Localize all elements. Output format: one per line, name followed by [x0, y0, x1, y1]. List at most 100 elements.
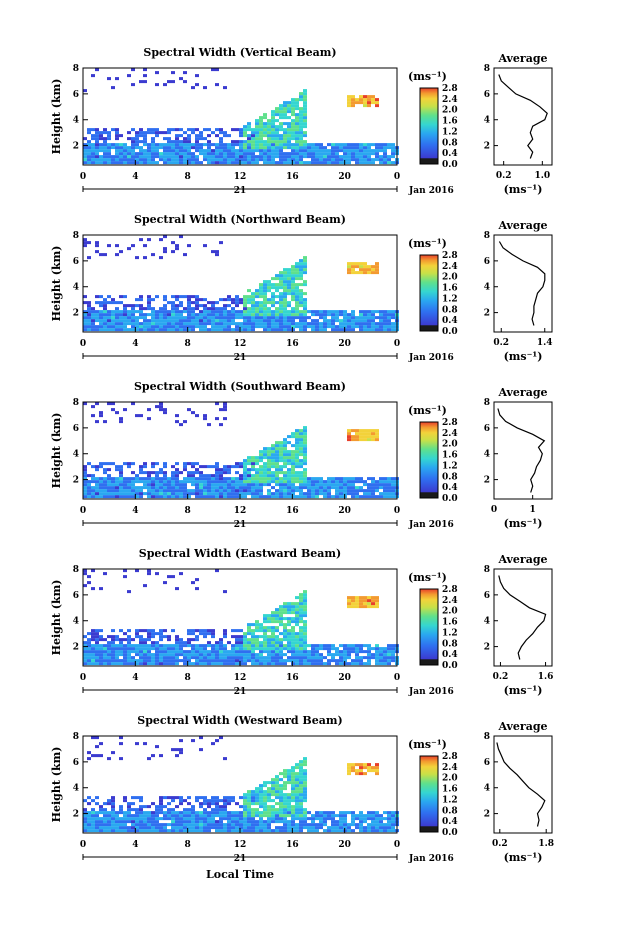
heatmap-cell	[195, 325, 199, 329]
heatmap-cell	[199, 829, 203, 833]
heatmap-cell	[263, 468, 267, 472]
heatmap-cell	[283, 605, 287, 609]
heatmap-cell	[275, 307, 279, 311]
colorbar-tick-label: 0.8	[442, 138, 458, 148]
heatmap-cell	[191, 155, 195, 159]
heatmap-cell	[203, 486, 207, 490]
heatmap-cell	[223, 805, 227, 809]
heatmap-cell	[207, 423, 211, 427]
heatmap-cell	[95, 495, 99, 499]
heatmap-cell	[111, 817, 115, 821]
heatmap-cell	[91, 307, 95, 311]
heatmap-cell	[279, 605, 283, 609]
heatmap-cell	[331, 656, 335, 660]
heatmap-cell	[199, 495, 203, 499]
heatmap-cell	[391, 644, 395, 648]
heatmap-cell	[275, 149, 279, 153]
heatmap-cell	[123, 483, 127, 487]
heatmap-cell	[271, 122, 275, 126]
heatmap-cell	[255, 823, 259, 827]
heatmap-cell	[171, 817, 175, 821]
heatmap-cell	[155, 325, 159, 329]
heatmap-cell	[295, 155, 299, 159]
heatmap-cell	[299, 98, 303, 102]
heatmap-cell	[131, 152, 135, 156]
heatmap-cell	[303, 635, 307, 639]
avg-x-tick-label: 1.6	[538, 672, 554, 682]
heatmap-cell	[291, 790, 295, 794]
heatmap-cell	[271, 647, 275, 651]
heatmap-cell	[159, 146, 163, 150]
heatmap-cell	[263, 149, 267, 153]
heatmap-cell	[247, 310, 251, 314]
heatmap-cell	[151, 820, 155, 824]
heatmap-cell	[95, 802, 99, 806]
heatmap-cell	[363, 104, 367, 108]
heatmap-cell	[203, 814, 207, 818]
heatmap-cell	[147, 489, 151, 493]
heatmap-cell	[187, 322, 191, 326]
heatmap-cell	[323, 316, 327, 320]
heatmap-cell	[335, 310, 339, 314]
heatmap-cell	[303, 453, 307, 457]
heatmap-cell	[275, 611, 279, 615]
heatmap-cell	[123, 656, 127, 660]
heatmap-cell	[119, 161, 123, 165]
heatmap-cell	[131, 814, 135, 818]
heatmap-cell	[83, 656, 87, 660]
heatmap-cell	[363, 101, 367, 105]
heatmap-cell	[119, 662, 123, 666]
heatmap-cell	[387, 322, 391, 326]
heatmap-cell	[223, 319, 227, 323]
heatmap-cell	[155, 155, 159, 159]
heatmap-cell	[291, 477, 295, 481]
heatmap-cell	[175, 829, 179, 833]
x-tick-label: 0	[394, 339, 400, 349]
heatmap-cell	[235, 316, 239, 320]
heatmap-cell	[103, 307, 107, 311]
heatmap-cell	[371, 265, 375, 269]
heatmap-cell	[83, 468, 87, 472]
heatmap-cell	[283, 441, 287, 445]
heatmap-cell	[171, 575, 175, 579]
heatmap-cell	[299, 775, 303, 779]
heatmap-cell	[231, 486, 235, 490]
heatmap-cell	[379, 495, 383, 499]
heatmap-cell	[391, 495, 395, 499]
panel-title: Spectral Width (Southward Beam)	[134, 380, 346, 393]
heatmap-cell	[131, 486, 135, 490]
heatmap-cell	[171, 313, 175, 317]
heatmap-cell	[135, 495, 139, 499]
heatmap-cell	[279, 277, 283, 281]
heatmap-cell	[371, 149, 375, 153]
heatmap-cell	[227, 480, 231, 484]
heatmap-cell	[267, 307, 271, 311]
heatmap-cell	[195, 662, 199, 666]
heatmap-cell	[203, 492, 207, 496]
heatmap-cell	[315, 319, 319, 323]
heatmap-cell	[303, 131, 307, 135]
heatmap-cell	[291, 322, 295, 326]
heatmap-cell	[135, 829, 139, 833]
heatmap-cell	[163, 304, 167, 308]
heatmap-cell	[87, 656, 91, 660]
heatmap-cell	[347, 152, 351, 156]
heatmap-cell	[191, 662, 195, 666]
heatmap-cell	[123, 325, 127, 329]
heatmap-cell	[191, 823, 195, 827]
heatmap-cell	[359, 659, 363, 663]
heatmap-cell	[247, 319, 251, 323]
colorbar-tick-label: 0.8	[442, 472, 458, 482]
heatmap-cell	[235, 325, 239, 329]
heatmap-cell	[283, 104, 287, 108]
heatmap-cell	[231, 298, 235, 302]
heatmap-cell	[291, 495, 295, 499]
heatmap-cell	[259, 134, 263, 138]
heatmap-cell	[187, 662, 191, 666]
heatmap-cell	[279, 134, 283, 138]
heatmap-cell	[263, 128, 267, 132]
heatmap-cell	[179, 77, 183, 81]
heatmap-cell	[267, 641, 271, 645]
heatmap-cell	[271, 137, 275, 141]
heatmap-cell	[143, 638, 147, 642]
